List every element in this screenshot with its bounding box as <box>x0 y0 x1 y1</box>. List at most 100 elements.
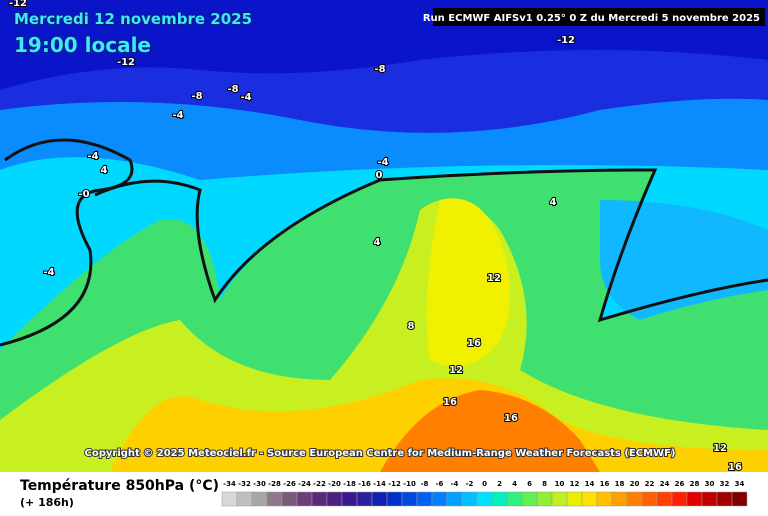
scale-swatch <box>251 491 268 507</box>
scale-swatch <box>431 491 448 507</box>
scale-swatch <box>281 491 298 507</box>
scale-label: 26 <box>675 480 685 488</box>
forecast-lead: (+ 186h) <box>20 496 74 509</box>
scale-swatch <box>506 491 523 507</box>
field-band <box>600 200 768 320</box>
scale-label: -30 <box>253 480 266 488</box>
date: Mercredi 12 novembre 2025 <box>14 10 252 28</box>
contour-label: 12 <box>487 273 501 284</box>
scale-swatch <box>626 491 643 507</box>
scale-label: 14 <box>585 480 595 488</box>
run-box <box>433 8 765 26</box>
color-scale: -34 -32 -30 -28 -26 -24 -22 -20 -18 -16 -14 -12 -10-… <box>221 480 748 507</box>
scale-swatch <box>731 491 748 507</box>
scale-label: 24 <box>660 480 670 488</box>
scale-swatch <box>446 491 463 507</box>
scale-swatch <box>701 491 718 507</box>
scale-swatch <box>341 491 358 507</box>
scale-label: -26 <box>283 480 296 488</box>
scale-label: -6 <box>436 480 444 488</box>
contour-label: 0 <box>376 170 383 181</box>
scale-label: 16 <box>600 480 610 488</box>
scale-swatch <box>551 491 568 507</box>
contour-label: 16 <box>504 413 518 424</box>
scale-label: -4 <box>451 480 459 488</box>
scale-swatch <box>596 491 613 507</box>
scale-swatch <box>641 491 658 507</box>
scale-swatch <box>356 491 373 507</box>
scale-swatch <box>416 491 433 507</box>
scale-label: 4 <box>512 480 517 488</box>
contour-label: 16 <box>467 338 481 349</box>
scale-swatch <box>566 491 583 507</box>
contour-label: -12 <box>557 35 575 46</box>
scale-label: 10 <box>555 480 565 488</box>
scale-label: -22 <box>313 480 326 488</box>
scale-swatch <box>476 491 493 507</box>
scale-label: 0 <box>482 480 487 488</box>
scale-swatch <box>386 491 403 507</box>
scale-label: -24 <box>298 480 311 488</box>
scale-label: 18 <box>615 480 625 488</box>
legend-title: Température 850hPa (°C) <box>20 478 219 494</box>
scale-swatch <box>266 491 283 507</box>
scale-label: -14 <box>373 480 386 488</box>
zero-isotherm <box>0 138 768 347</box>
scale-label: 8 <box>542 480 547 488</box>
scale-swatch <box>686 491 703 507</box>
scale-swatch <box>656 491 673 507</box>
contour-label: 4 <box>550 197 557 208</box>
scale-swatch <box>581 491 598 507</box>
scale-label: 32 <box>720 480 730 488</box>
scale-label: 28 <box>690 480 700 488</box>
field-yellow <box>426 198 510 367</box>
scale-swatch <box>716 491 733 507</box>
contour-label: -0 <box>78 189 89 200</box>
scale-swatch <box>536 491 553 507</box>
scale-label: 2 <box>497 480 502 488</box>
contour-label: -8 <box>191 91 202 102</box>
scale-label: 34 <box>735 480 745 488</box>
scale-swatch <box>296 491 313 507</box>
scale-swatch <box>671 491 688 507</box>
scale-label: -12 <box>388 480 401 488</box>
contour-label: -4 <box>240 92 251 103</box>
scale-swatch <box>401 491 418 507</box>
run-info: Run ECMWF AIFSv1 0.25° 0 Z du Mercredi 5… <box>423 13 760 24</box>
contour-label: 12 <box>449 365 463 376</box>
contour-label: -8 <box>227 84 238 95</box>
copyright: Copyright © 2025 Meteociel.fr - Source E… <box>85 448 676 459</box>
scale-label: -28 <box>268 480 281 488</box>
contour-label: -12 <box>9 0 27 9</box>
scale-label: -18 <box>343 480 356 488</box>
contour-label: -4 <box>43 267 54 278</box>
contour-label: 16 <box>728 462 742 473</box>
scale-label: -10 <box>403 480 416 488</box>
scale-label: -34 <box>223 480 236 488</box>
scale-label: -8 <box>421 480 429 488</box>
contour-label: -12 <box>117 57 135 68</box>
scale-label: 22 <box>645 480 655 488</box>
scale-swatch <box>221 491 238 507</box>
scale-label: -20 <box>328 480 341 488</box>
scale-swatch <box>326 491 343 507</box>
contour-label: -4 <box>172 110 183 121</box>
contour-label: 8 <box>408 321 415 332</box>
contour-label: -4 <box>377 157 388 168</box>
scale-swatch <box>371 491 388 507</box>
contour-label: -4 <box>87 151 98 162</box>
scale-label: -16 <box>358 480 371 488</box>
contour-label: 4 <box>374 237 381 248</box>
scale-swatch <box>521 491 538 507</box>
scale-label: -2 <box>466 480 474 488</box>
scale-label: 12 <box>570 480 580 488</box>
scale-label: -32 <box>238 480 251 488</box>
scale-swatch <box>311 491 328 507</box>
contour-label: 4 <box>101 165 108 176</box>
scale-swatch <box>461 491 478 507</box>
local-time: 19:00 locale <box>14 33 151 57</box>
field-orange <box>380 390 600 472</box>
contour-label: 12 <box>713 443 727 454</box>
